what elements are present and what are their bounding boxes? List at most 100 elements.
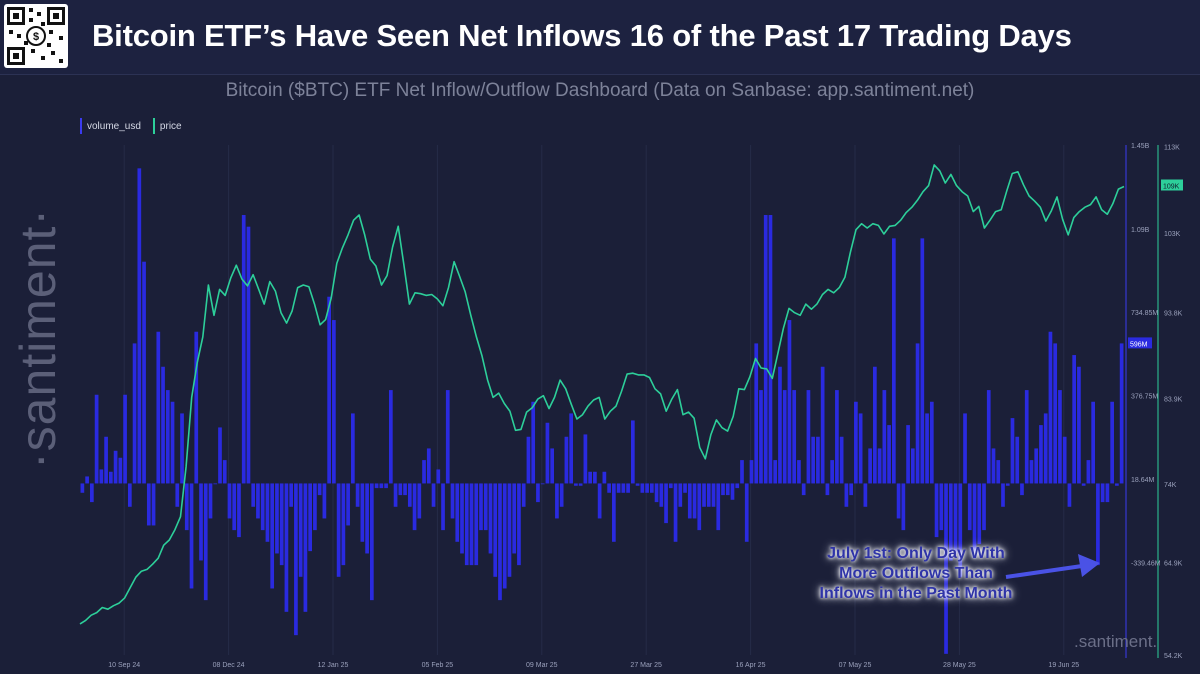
volume-bar <box>374 483 379 489</box>
volume-bar <box>963 413 967 484</box>
volume-bar <box>146 483 151 526</box>
svg-text:$: $ <box>33 31 39 43</box>
volume-bar <box>583 434 588 484</box>
volume-bar <box>939 483 944 531</box>
volume-bar <box>925 413 929 484</box>
volume-bar <box>407 483 412 507</box>
volume-bar <box>199 483 203 561</box>
volume-bar <box>1010 418 1015 484</box>
volume-bar <box>1119 343 1124 484</box>
volume-bar <box>156 331 161 484</box>
volume-bar <box>445 390 450 484</box>
volume-bar <box>237 483 241 538</box>
volume-bar <box>180 413 184 484</box>
volume-bar <box>1048 331 1053 484</box>
volume-bar <box>839 436 844 484</box>
volume-bar <box>664 483 668 524</box>
volume-bar <box>967 483 972 531</box>
volume-bar <box>854 401 858 484</box>
volume-bar <box>835 390 839 484</box>
volume-bar <box>365 483 369 554</box>
current-price-badge <box>1161 179 1183 191</box>
volume-bar <box>241 215 246 484</box>
volume-bar <box>958 483 963 577</box>
volume-bar <box>488 483 493 554</box>
volume-bar <box>94 394 99 484</box>
annotation-arrow-shaft <box>1005 564 1083 579</box>
x-tick-label: 10 Sep 24 <box>108 662 140 669</box>
volume-bar <box>108 471 113 484</box>
volume-bar <box>346 483 350 526</box>
volume-bar <box>384 483 388 489</box>
volume-bar <box>877 448 882 484</box>
volume-bar <box>379 483 384 489</box>
chart-subtitle: Bitcoin ($BTC) ETF Net Inflow/Outflow Da… <box>225 80 975 101</box>
volume-bar <box>1005 483 1010 486</box>
volume-bar <box>891 238 896 484</box>
volume-bar <box>811 436 816 484</box>
volume-bar <box>441 483 445 531</box>
volume-bar <box>901 483 906 531</box>
y-right-tick-label: 103K <box>1164 231 1181 238</box>
volume-bar <box>279 483 284 566</box>
volume-bar <box>142 261 146 484</box>
volume-bar <box>208 483 213 519</box>
volume-bar <box>464 483 469 566</box>
x-tick-label: 19 Jun 25 <box>1048 662 1079 669</box>
volume-bar <box>251 483 256 507</box>
volume-bar <box>303 483 308 612</box>
volume-bar <box>887 425 891 484</box>
volume-bar <box>351 413 355 484</box>
volume-bar <box>1062 436 1067 484</box>
volume-bar <box>635 483 640 486</box>
volume-bar <box>602 471 607 484</box>
volume-bar <box>170 401 175 484</box>
x-tick-label: 07 May 25 <box>839 662 872 669</box>
volume-bar <box>858 413 863 484</box>
header-bar: $ Bitcoin ETF’s Have Seen Net Inflows 16… <box>0 0 1200 75</box>
volume-bar <box>986 390 991 484</box>
volume-bar <box>645 483 649 493</box>
volume-bar <box>1024 390 1029 484</box>
volume-bar <box>844 483 849 507</box>
volume-bar <box>1053 343 1058 484</box>
x-tick-label: 28 May 25 <box>943 662 976 669</box>
volume-bar <box>801 483 806 496</box>
qr-code-icon: $ <box>4 4 68 68</box>
legend-item-price[interactable]: price <box>152 118 182 134</box>
volume-bar <box>369 483 374 601</box>
volume-bar <box>626 483 630 493</box>
volume-bar <box>412 483 417 531</box>
volume-bar <box>948 483 953 561</box>
volume-bar <box>222 460 227 484</box>
volume-bar <box>687 483 692 519</box>
volume-bar <box>692 483 697 519</box>
volume-bar <box>1020 483 1024 496</box>
volume-bar <box>218 427 222 484</box>
volume-bar <box>972 483 977 559</box>
volume-bar <box>830 460 834 484</box>
volume-bar <box>1086 460 1091 484</box>
volume-bar <box>132 343 137 484</box>
volume-bar <box>213 483 218 485</box>
volume-bar <box>246 226 251 484</box>
volume-bar <box>227 483 232 519</box>
x-tick-label: 12 Jan 25 <box>318 662 349 669</box>
volume-bar <box>317 483 322 496</box>
volume-bar <box>759 390 763 484</box>
chart-legend: volume_usd price <box>80 118 182 134</box>
volume-bar <box>1105 483 1110 503</box>
volume-bar <box>612 483 616 542</box>
volume-bar <box>721 483 725 496</box>
legend-item-volume[interactable]: volume_usd <box>80 118 141 134</box>
volume-bar <box>265 483 270 542</box>
volume-bar <box>654 483 659 503</box>
volume-bar <box>996 460 1001 484</box>
volume-bar <box>284 483 289 612</box>
volume-bar <box>863 483 868 507</box>
volume-bar <box>483 483 488 531</box>
volume-bar <box>1067 483 1072 507</box>
volume-bar <box>754 343 759 484</box>
volume-bar <box>906 425 910 484</box>
volume-bar <box>336 483 341 577</box>
